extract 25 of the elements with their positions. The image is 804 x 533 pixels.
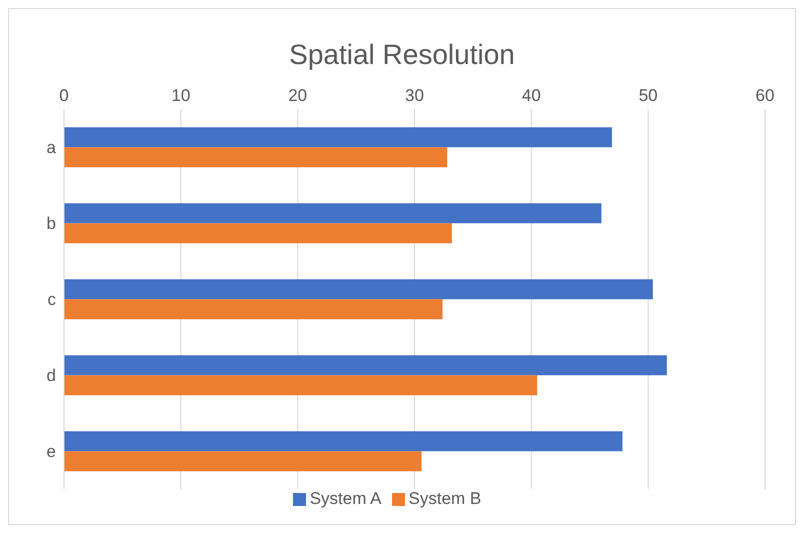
legend-label: System B: [408, 489, 482, 508]
bar: [64, 451, 422, 472]
x-tick-label: 10: [171, 86, 190, 105]
legend-label: System A: [310, 489, 382, 508]
x-tick-label: 50: [638, 86, 658, 105]
bar: [64, 279, 653, 300]
bar: [64, 127, 612, 148]
bar: [64, 203, 602, 224]
y-tick-label: e: [46, 442, 56, 462]
x-tick-label: 40: [522, 86, 541, 105]
bar: [64, 223, 452, 244]
bar: [64, 375, 538, 396]
chart-title: Spatial Resolution: [288, 38, 516, 72]
bar: [64, 355, 667, 376]
y-tick-label: b: [46, 214, 56, 234]
bar: [64, 431, 622, 452]
y-tick-label: a: [46, 138, 57, 158]
bar: [64, 147, 448, 168]
bar: [64, 299, 443, 320]
y-tick-label: c: [48, 290, 56, 310]
x-tick-label: 20: [288, 86, 308, 105]
y-tick-label: d: [46, 366, 56, 386]
x-tick-label: 30: [405, 86, 424, 105]
x-tick-label: 60: [756, 86, 774, 105]
x-tick-label: 0: [59, 86, 69, 105]
